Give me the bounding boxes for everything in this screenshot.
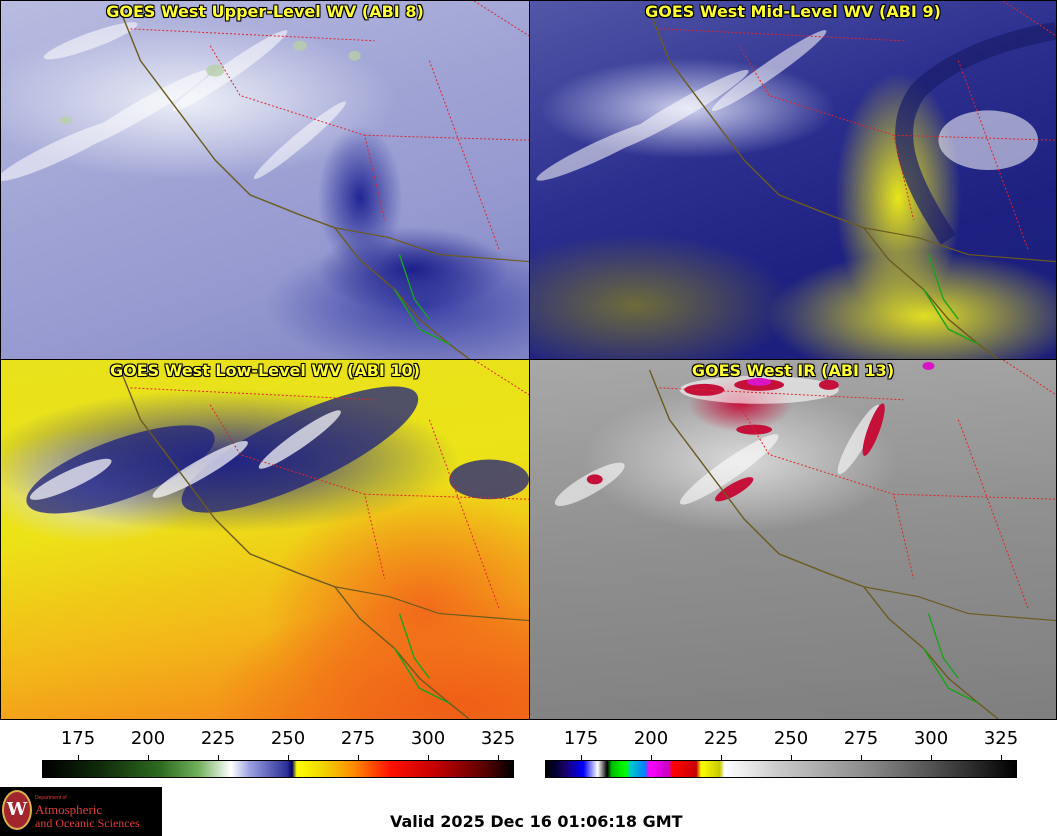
upper-level-wv-map <box>1 1 529 359</box>
tick-label: 175 <box>563 728 599 749</box>
panel-title: GOES West IR (ABI 13) <box>691 361 895 380</box>
panel-title: GOES West Low-Level WV (ABI 10) <box>109 361 420 380</box>
dry-slot <box>895 22 1056 245</box>
coastline <box>648 10 999 359</box>
tick-mark <box>428 755 429 760</box>
tick-label: 225 <box>200 728 236 749</box>
tick-label: 250 <box>773 728 809 749</box>
tick-label: 200 <box>130 728 166 749</box>
low-level-wv-map <box>26 360 529 719</box>
tick-mark <box>288 755 289 760</box>
water-vapor-colorbar: 175 200 225 250 275 300 325 <box>30 722 530 782</box>
baja-coastline <box>393 254 450 345</box>
tick-label: 175 <box>60 728 96 749</box>
university-seal-icon: W <box>2 790 32 830</box>
coldest-cloud-tops <box>747 361 935 386</box>
border-line <box>863 586 1056 622</box>
panel-title: GOES West Mid-Level WV (ABI 9) <box>645 2 941 21</box>
cloud-streaks <box>536 30 1039 181</box>
tick-label: 300 <box>410 728 446 749</box>
infrared-panel: GOES West IR (ABI 13) <box>529 359 1057 720</box>
coastline <box>119 369 470 719</box>
panel-title: GOES West Upper-Level WV (ABI 8) <box>106 2 424 21</box>
baja-coastline <box>922 254 979 345</box>
tick-mark <box>581 755 582 760</box>
tick-label: 250 <box>270 728 306 749</box>
valid-time-label: Valid 2025 Dec 16 01:06:18 GMT <box>390 812 683 831</box>
mid-level-wv-map <box>536 1 1056 359</box>
colorbar-gradient <box>42 760 514 778</box>
tick-label: 225 <box>703 728 739 749</box>
state-borders <box>130 1 529 250</box>
logo-department-of: Department of <box>35 795 67 801</box>
infrared-map <box>554 360 1056 719</box>
tick-label: 200 <box>633 728 669 749</box>
cloud-streaks <box>1 22 346 181</box>
logo-line-2: and Oceanic Sciences <box>35 816 140 830</box>
tick-label: 275 <box>843 728 879 749</box>
low-level-wv-panel: GOES West Low-Level WV (ABI 10) <box>0 359 530 720</box>
tick-mark <box>78 755 79 760</box>
cloud-streaks <box>29 410 341 500</box>
tick-mark <box>358 755 359 760</box>
mid-level-wv-panel: GOES West Mid-Level WV (ABI 9) <box>529 0 1057 360</box>
baja-coastline <box>922 613 979 704</box>
tick-label: 275 <box>340 728 376 749</box>
tick-mark <box>721 755 722 760</box>
high-cloud-patches <box>59 40 361 125</box>
baja-coastline <box>393 613 450 704</box>
aos-department-logo: W Department of Atmospheric and Oceanic … <box>0 787 162 836</box>
tick-mark <box>148 755 149 760</box>
border-line <box>863 227 1056 263</box>
tick-label: 325 <box>480 728 516 749</box>
dry-air-bands <box>26 386 529 514</box>
tick-mark <box>931 755 932 760</box>
border-line <box>334 586 529 622</box>
infrared-colorbar: 175 200 225 250 275 300 325 <box>533 722 1033 782</box>
tick-mark <box>791 755 792 760</box>
colorbar-gradient <box>545 760 1017 778</box>
tick-mark <box>498 755 499 760</box>
coastline <box>648 369 999 719</box>
upper-level-wv-panel: GOES West Upper-Level WV (ABI 8) <box>0 0 530 360</box>
tick-label: 325 <box>983 728 1019 749</box>
state-borders <box>659 1 1056 250</box>
tick-label: 300 <box>913 728 949 749</box>
tick-mark <box>218 755 219 760</box>
border-line <box>334 227 529 263</box>
tick-mark <box>861 755 862 760</box>
tick-mark <box>651 755 652 760</box>
logo-line-1: Atmospheric <box>35 802 103 817</box>
coastline <box>119 10 470 359</box>
cloud-streaks <box>554 375 880 506</box>
state-borders <box>659 360 1056 609</box>
tick-mark <box>1001 755 1002 760</box>
